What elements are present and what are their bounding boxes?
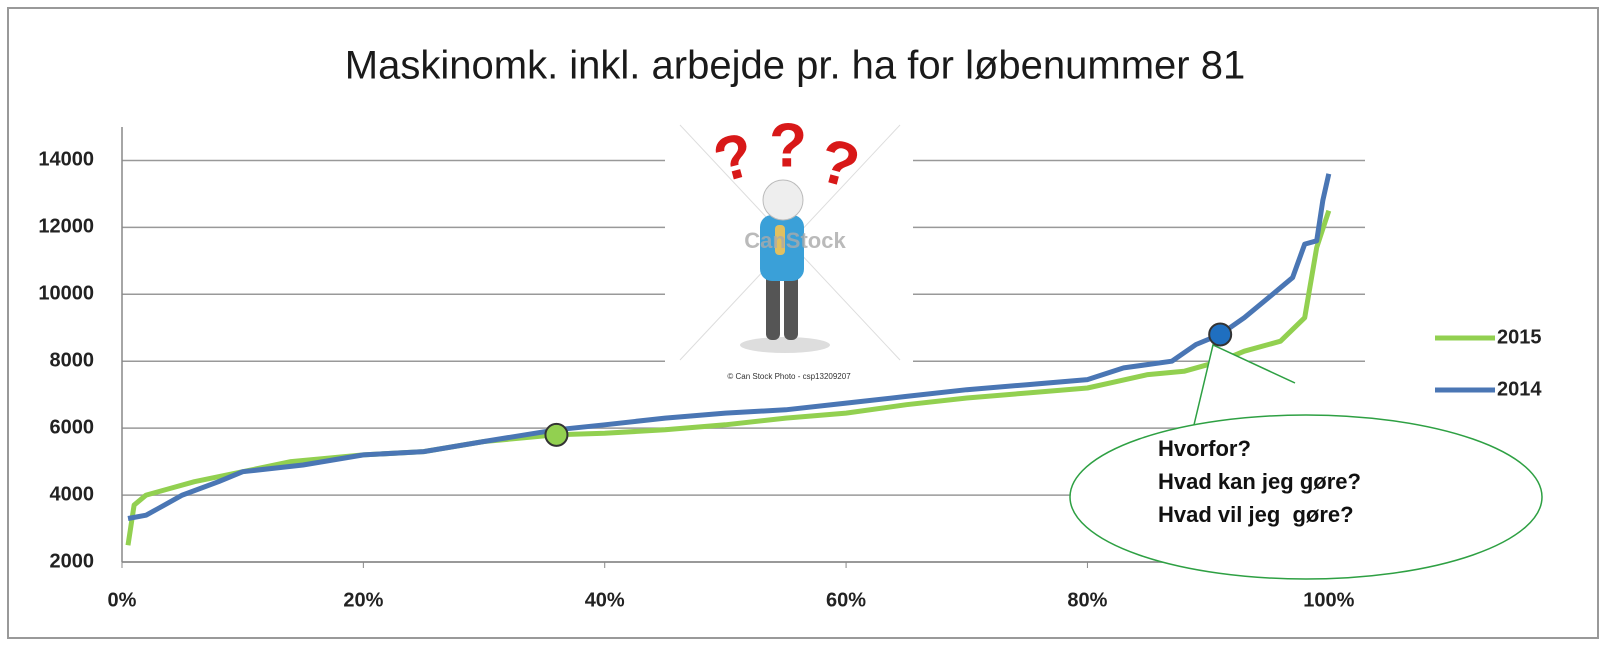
- y-tick-label: 2000: [50, 550, 95, 572]
- x-tick-label: 40%: [585, 589, 625, 611]
- y-tick-label: 14000: [38, 149, 94, 171]
- leg: [784, 272, 798, 340]
- highlight-point: [1209, 323, 1231, 345]
- question-mark: ?: [769, 111, 807, 180]
- x-tick-label: 80%: [1067, 589, 1107, 611]
- chart: Maskinomk. inkl. arbejde pr. ha for løbe…: [0, 0, 1605, 644]
- photo-credit: © Can Stock Photo - csp13209207: [727, 372, 851, 381]
- callout-text: Hvad vil jeg gøre?: [1158, 502, 1354, 527]
- leg: [766, 272, 780, 340]
- page: Maskinomk. inkl. arbejde pr. ha for løbe…: [0, 0, 1605, 649]
- callout: [1070, 415, 1542, 579]
- x-tick-label: 60%: [826, 589, 866, 611]
- chart-title: Maskinomk. inkl. arbejde pr. ha for løbe…: [345, 44, 1245, 88]
- x-tick-label: 20%: [343, 589, 383, 611]
- y-tick-label: 4000: [50, 483, 95, 505]
- x-tick-label: 100%: [1303, 589, 1354, 611]
- callout-text: Hvorfor?: [1158, 436, 1251, 461]
- y-tick-label: 6000: [50, 416, 95, 438]
- highlight-point: [545, 424, 567, 446]
- y-tick-label: 12000: [38, 216, 94, 238]
- x-tick-label: 0%: [108, 589, 137, 611]
- callout-text: Hvad kan jeg gøre?: [1158, 469, 1361, 494]
- legend-label: 2015: [1497, 326, 1542, 348]
- y-tick-label: 10000: [38, 283, 94, 305]
- legend-label: 2014: [1497, 378, 1542, 400]
- y-tick-label: 8000: [50, 350, 95, 372]
- watermark: CanStock: [744, 228, 846, 253]
- head: [763, 180, 803, 220]
- shadow: [740, 337, 830, 353]
